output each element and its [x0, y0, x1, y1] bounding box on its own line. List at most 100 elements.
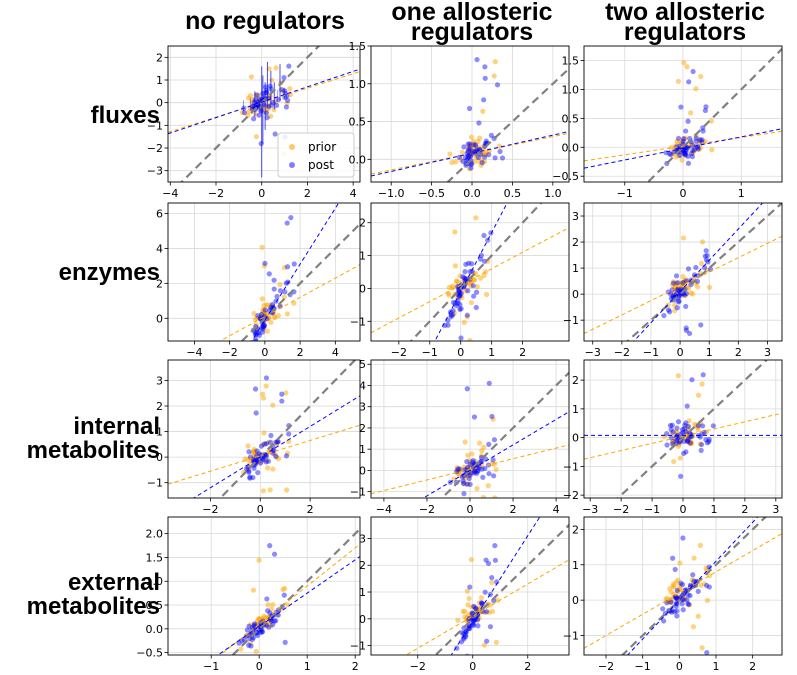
- prior-point: [270, 601, 276, 608]
- post-point: [683, 128, 689, 134]
- prior-point: [245, 95, 252, 101]
- prior-point: [675, 373, 681, 379]
- titles: no regulators one allosteric regulatorstwo…: [27, 0, 765, 620]
- post-point: [291, 261, 297, 267]
- post-point: [286, 431, 292, 437]
- legend: prior post: [277, 132, 355, 178]
- post-point: [675, 286, 681, 292]
- post-point: [698, 447, 704, 453]
- post-point: [489, 575, 495, 581]
- panel-enzymes-none: −4 −2 0 2 4 0 2 4 6: [156, 202, 361, 359]
- post-point: [492, 543, 498, 549]
- prior-point: [267, 487, 273, 493]
- prior-point: [268, 618, 274, 625]
- x-tick-label: 1.0: [544, 187, 562, 200]
- x-tick-label: 4: [350, 187, 357, 200]
- post-point: [284, 220, 290, 226]
- post-point: [486, 470, 492, 477]
- prior-point: [451, 476, 457, 482]
- post-point: [258, 311, 265, 318]
- post-point: [247, 635, 253, 642]
- prior-point: [695, 613, 701, 619]
- post-point: [246, 468, 252, 474]
- post-point: [667, 423, 674, 429]
- prior-point: [468, 299, 475, 306]
- post-point: [478, 600, 485, 606]
- post-point: [469, 610, 476, 616]
- post-point: [706, 439, 712, 445]
- column-title-line: no regulators: [185, 7, 345, 35]
- prior-point: [492, 495, 498, 498]
- post-point: [464, 481, 470, 487]
- post-point: [466, 260, 472, 266]
- post-point: [473, 142, 479, 148]
- post-point: [706, 564, 712, 570]
- prior-point: [447, 151, 453, 157]
- post-point: [464, 386, 470, 392]
- post-point: [704, 582, 710, 589]
- x-tick-label: 1: [488, 346, 495, 359]
- post-point: [710, 423, 716, 429]
- post-point: [265, 458, 272, 464]
- post-point: [452, 300, 458, 306]
- post-point: [673, 291, 679, 297]
- post-point: [267, 439, 274, 445]
- post-point: [483, 138, 489, 144]
- y-tick-label: 3: [359, 401, 366, 414]
- post-point: [461, 144, 467, 150]
- post-point: [695, 143, 701, 149]
- post-point: [688, 150, 695, 156]
- post-point: [271, 277, 277, 283]
- prior-point: [470, 152, 476, 158]
- prior-point: [680, 235, 687, 241]
- prior-point: [491, 73, 497, 79]
- prior-point: [693, 86, 699, 92]
- post-point: [253, 410, 259, 416]
- axes-frame: [583, 516, 783, 656]
- post-point: [450, 312, 456, 318]
- prior-point: [686, 418, 692, 424]
- prior-point: [253, 648, 259, 654]
- prior-point: [489, 579, 495, 586]
- y-tick-label: 1: [156, 74, 163, 87]
- post-point: [689, 154, 695, 160]
- post-point: [457, 293, 463, 299]
- prior-point: [253, 134, 260, 140]
- prior-point: [272, 314, 278, 320]
- prior-point: [260, 488, 266, 494]
- axes-frame: [167, 359, 361, 499]
- prior-point: [250, 587, 257, 593]
- post-point: [256, 332, 263, 338]
- post-point: [469, 459, 475, 465]
- prior-point: [455, 470, 461, 476]
- y-tick-label: 0.0: [146, 623, 164, 636]
- post-point: [674, 287, 680, 293]
- post-point: [272, 131, 278, 137]
- y-tick-label: 0.5: [349, 116, 367, 129]
- plot-area: [218, 203, 360, 341]
- prior-fit-line: [405, 559, 569, 655]
- prior-point: [687, 602, 693, 608]
- post-point: [674, 613, 680, 619]
- post-point: [485, 237, 491, 243]
- prior-point: [248, 622, 254, 628]
- post-point: [255, 469, 261, 476]
- y-tick-label: 1.5: [349, 40, 367, 53]
- panel-fluxes-none: −4 −2 0 2 4 −3 −2 −1 0 1 2 prior post: [147, 45, 361, 200]
- y-tick-label: 0: [359, 613, 366, 626]
- y-tick-label: 1: [359, 250, 366, 263]
- x-tick-label: −2: [202, 503, 218, 516]
- prior-point: [688, 438, 694, 444]
- x-tick-label: 1: [304, 660, 311, 673]
- post-point: [463, 276, 469, 282]
- post-point: [260, 326, 266, 332]
- post-point: [467, 462, 473, 468]
- post-point: [682, 422, 688, 428]
- post-point: [464, 151, 470, 157]
- plot-area: [584, 517, 782, 655]
- post-point: [454, 645, 460, 651]
- post-point: [685, 118, 691, 124]
- post-point: [246, 642, 252, 648]
